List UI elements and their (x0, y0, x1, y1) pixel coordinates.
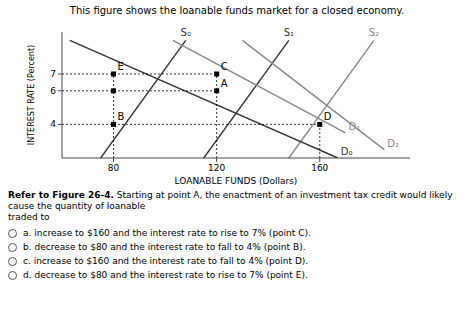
x-axis-label: LOANABLE FUNDS (Dollars) (175, 176, 298, 186)
curve-label: D₂ (387, 138, 399, 149)
y-tick-label: 6 (50, 86, 56, 96)
option[interactable]: c. increase to $160 and the interest rat… (8, 256, 466, 267)
curve-label: S₀ (181, 27, 191, 38)
curve (204, 40, 289, 158)
reference-line (62, 124, 320, 125)
radio[interactable] (8, 229, 17, 238)
curve (70, 40, 338, 158)
point-label: C (221, 61, 228, 72)
radio[interactable] (8, 243, 17, 252)
point-label: B (118, 111, 125, 122)
y-tick-label: 4 (50, 119, 56, 129)
x-tick-label: 160 (311, 163, 328, 173)
x-tick-label: 80 (108, 163, 120, 173)
curve (101, 40, 186, 158)
y-axis-label: INTEREST RATE (Percent) (27, 45, 36, 145)
question-label: Refer to Figure 26-4. (8, 190, 114, 200)
reference-line (216, 74, 217, 158)
reference-line (113, 74, 114, 158)
option[interactable]: b. decrease to $80 and the interest rate… (8, 242, 466, 253)
radio[interactable] (8, 271, 17, 280)
curve-label: S₁ (284, 27, 294, 38)
point (111, 88, 116, 93)
x-tick (113, 158, 114, 162)
curve-label: D₁ (349, 121, 361, 132)
point (111, 122, 116, 127)
reference-line (62, 74, 217, 75)
radio[interactable] (8, 257, 17, 266)
point (111, 72, 116, 77)
point (317, 122, 322, 127)
title: This figure shows the loanable funds mar… (69, 5, 404, 16)
plot-area (62, 40, 384, 158)
reference-line (319, 124, 320, 158)
x-tick (319, 158, 320, 162)
question: Refer to Figure 26-4. Starting at point … (8, 190, 466, 223)
point-label: E (118, 61, 124, 72)
option-text: b. decrease to $80 and the interest rate… (23, 242, 306, 253)
x-axis (62, 158, 410, 159)
y-axis (62, 32, 63, 158)
question-block: Refer to Figure 26-4. Starting at point … (8, 190, 466, 284)
curve-label: S₂ (369, 27, 379, 38)
x-tick-label: 120 (208, 163, 225, 173)
point (214, 88, 219, 93)
point-label: A (221, 78, 228, 89)
option-text: d. decrease to $80 and the interest rate… (23, 270, 308, 281)
y-tick (58, 124, 62, 125)
option-text: c. increase to $160 and the interest rat… (23, 256, 308, 267)
curve (242, 40, 384, 149)
y-tick-label: 7 (50, 69, 56, 79)
reference-line (62, 90, 217, 91)
curve (173, 40, 346, 132)
labels: S₀ S₁ S₂ D₀ D₁ D₂ E CA B D (118, 27, 399, 157)
point (214, 72, 219, 77)
option-text: a. increase to $160 and the interest rat… (23, 228, 311, 239)
y-tick (58, 90, 62, 91)
option[interactable]: d. decrease to $80 and the interest rate… (8, 270, 466, 281)
point-label: D (324, 111, 332, 122)
x-tick (216, 158, 217, 162)
curve (289, 40, 374, 158)
option[interactable]: a. increase to $160 and the interest rat… (8, 228, 466, 239)
y-tick (58, 74, 62, 75)
curve-label: D₀ (341, 146, 353, 157)
